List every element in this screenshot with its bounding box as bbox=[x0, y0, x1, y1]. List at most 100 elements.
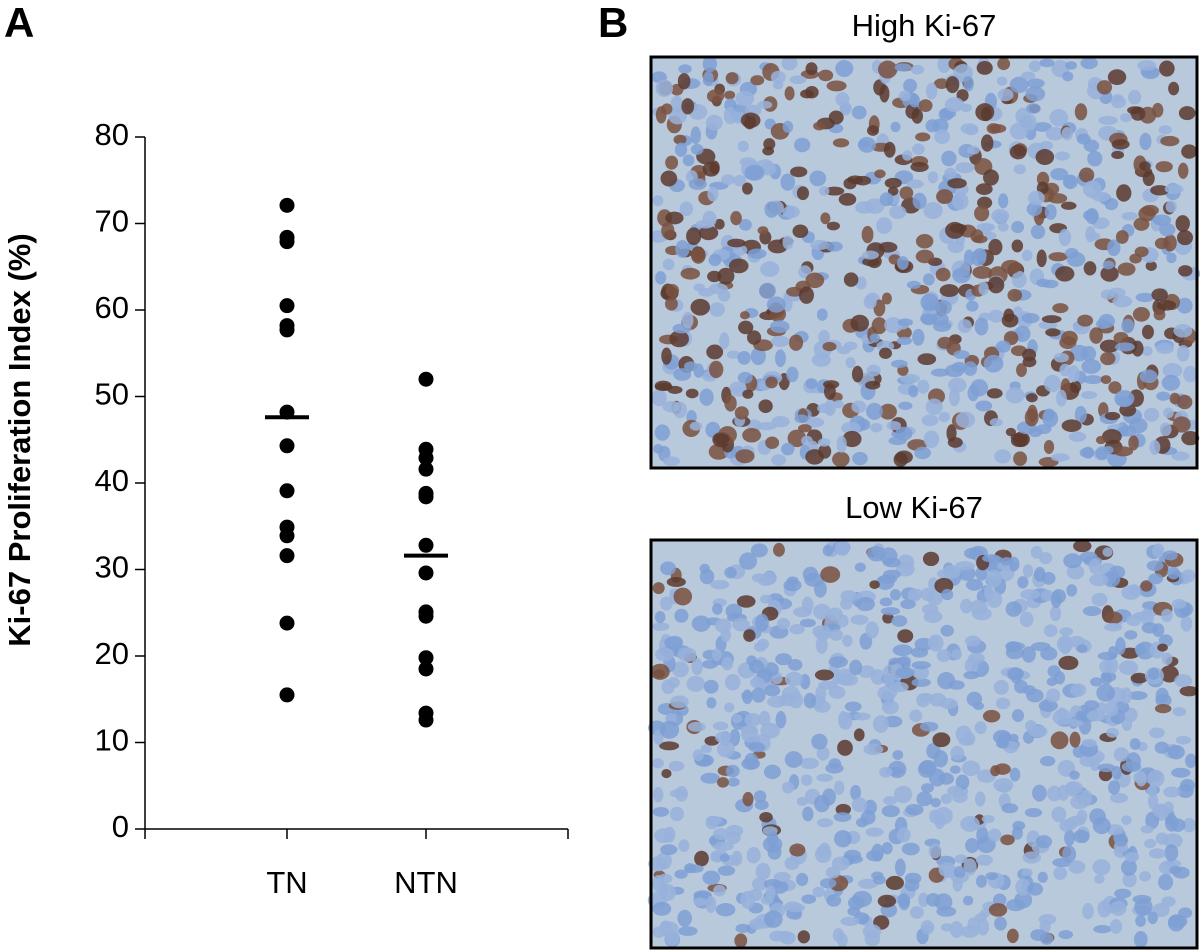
nucleus bbox=[1140, 580, 1153, 592]
nucleus bbox=[1010, 433, 1028, 442]
nucleus bbox=[1005, 387, 1025, 404]
nucleus bbox=[964, 732, 976, 746]
nucleus bbox=[689, 421, 703, 431]
nucleus bbox=[1032, 784, 1047, 802]
nucleus bbox=[1044, 204, 1057, 220]
nucleus bbox=[1030, 545, 1043, 559]
nucleus bbox=[724, 566, 737, 579]
nucleus bbox=[712, 603, 723, 615]
nucleus bbox=[1097, 763, 1116, 773]
nucleus bbox=[1096, 684, 1115, 702]
nucleus bbox=[789, 843, 806, 857]
nucleus bbox=[955, 561, 975, 571]
nucleus bbox=[662, 258, 675, 271]
nucleus bbox=[729, 728, 741, 747]
nucleus bbox=[661, 768, 672, 779]
nucleus bbox=[1114, 888, 1132, 899]
nucleus bbox=[822, 341, 837, 352]
nucleus bbox=[744, 712, 761, 727]
nucleus bbox=[805, 272, 825, 289]
nucleus bbox=[837, 739, 853, 756]
nucleus bbox=[888, 760, 907, 779]
nucleus bbox=[1053, 866, 1068, 880]
nucleus bbox=[996, 738, 1009, 749]
nucleus bbox=[1076, 133, 1091, 145]
nucleus bbox=[1163, 786, 1181, 798]
nucleus bbox=[655, 647, 675, 662]
nucleus bbox=[1069, 770, 1080, 780]
nucleus bbox=[793, 137, 811, 153]
nucleus bbox=[909, 906, 924, 919]
nucleus bbox=[1061, 127, 1073, 141]
nucleus bbox=[974, 317, 989, 336]
nucleus bbox=[965, 837, 979, 854]
nucleus bbox=[1067, 365, 1080, 383]
nucleus bbox=[967, 145, 980, 155]
nucleus bbox=[890, 121, 901, 133]
nucleus bbox=[1116, 184, 1132, 202]
nucleus bbox=[1160, 135, 1180, 147]
nucleus bbox=[675, 240, 690, 258]
micrograph-frame bbox=[649, 538, 1199, 950]
nucleus bbox=[1070, 794, 1090, 810]
nucleus bbox=[1127, 90, 1142, 105]
nucleus bbox=[1080, 57, 1098, 70]
nucleus bbox=[878, 347, 893, 359]
nucleus bbox=[853, 728, 865, 742]
nucleus bbox=[750, 347, 766, 366]
nucleus bbox=[1158, 125, 1172, 135]
nucleus bbox=[1096, 80, 1113, 95]
nucleus bbox=[915, 233, 934, 249]
nucleus bbox=[805, 62, 818, 75]
nucleus bbox=[1053, 352, 1069, 363]
nucleus bbox=[1005, 601, 1022, 617]
nucleus bbox=[1013, 164, 1026, 175]
nucleus bbox=[685, 864, 704, 873]
nucleus bbox=[1164, 814, 1179, 832]
nucleus bbox=[842, 430, 862, 448]
nucleus bbox=[720, 628, 732, 643]
nucleus bbox=[995, 697, 1011, 710]
nucleus bbox=[947, 178, 967, 189]
nucleus bbox=[1058, 655, 1079, 671]
nucleus bbox=[1163, 407, 1174, 419]
nucleus bbox=[782, 120, 794, 133]
nucleus bbox=[828, 110, 844, 125]
micrograph bbox=[647, 538, 1199, 950]
nucleus bbox=[975, 854, 993, 866]
dot bbox=[279, 322, 295, 338]
nucleus bbox=[677, 909, 693, 927]
nucleus bbox=[813, 603, 831, 620]
nucleus bbox=[702, 161, 720, 177]
nucleus bbox=[920, 293, 940, 312]
panel-label: A bbox=[4, 0, 34, 46]
nucleus bbox=[1130, 672, 1148, 684]
nucleus bbox=[702, 210, 717, 227]
nucleus bbox=[1051, 453, 1070, 462]
nucleus bbox=[652, 926, 666, 938]
nucleus bbox=[764, 201, 779, 218]
nucleus bbox=[850, 614, 869, 625]
nucleus bbox=[1163, 859, 1182, 869]
nucleus bbox=[1104, 611, 1123, 624]
nucleus bbox=[651, 389, 667, 407]
nucleus bbox=[863, 294, 877, 310]
nucleus bbox=[1074, 103, 1088, 121]
nucleus bbox=[818, 69, 834, 82]
nucleus bbox=[862, 257, 880, 267]
nucleus bbox=[976, 61, 993, 75]
nucleus bbox=[930, 797, 941, 808]
nucleus bbox=[792, 607, 812, 618]
nucleus bbox=[826, 221, 840, 231]
nucleus bbox=[674, 869, 688, 879]
nucleus bbox=[782, 205, 800, 219]
nucleus bbox=[960, 816, 980, 832]
nucleus bbox=[896, 256, 909, 270]
nucleus bbox=[929, 809, 940, 824]
nucleus bbox=[854, 175, 872, 186]
nucleus bbox=[920, 587, 936, 602]
nucleus bbox=[1175, 215, 1190, 232]
nucleus bbox=[1164, 844, 1179, 862]
nucleus bbox=[760, 594, 772, 604]
